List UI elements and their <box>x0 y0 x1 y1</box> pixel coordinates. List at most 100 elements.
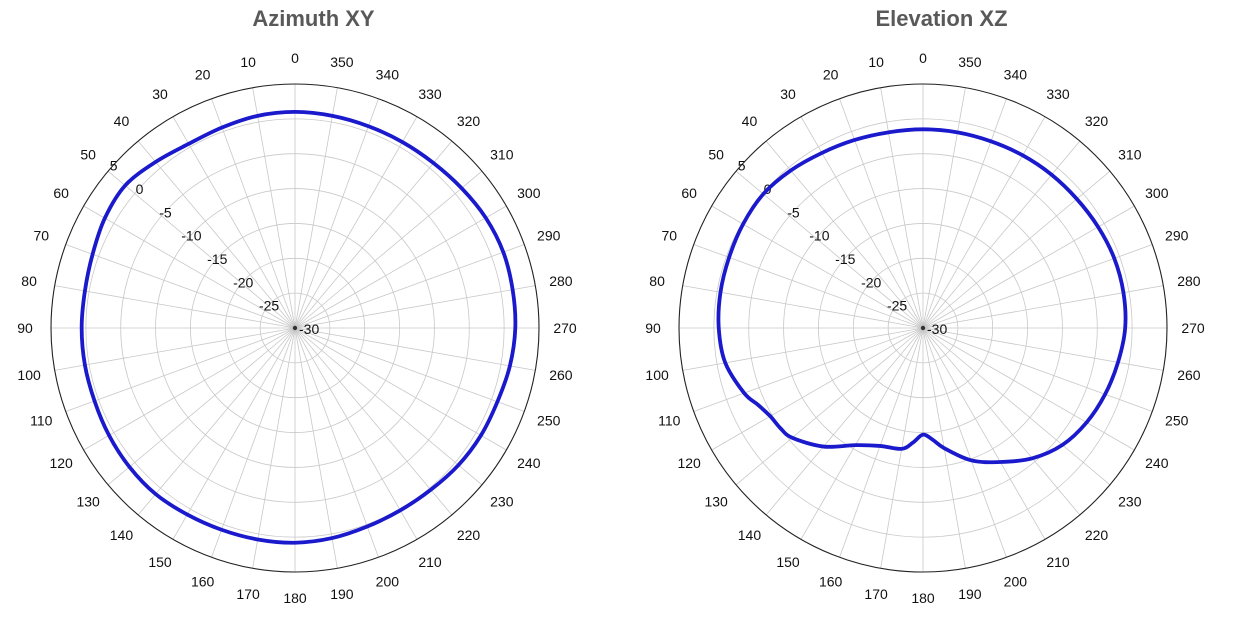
angle-tick-label: 200 <box>376 574 400 590</box>
angular-grid-spoke <box>107 327 296 486</box>
radial-tick-label: -10 <box>181 228 201 244</box>
radial-tick-label: -30 <box>927 321 947 337</box>
angle-tick-label: 10 <box>240 54 256 70</box>
angle-tick-label: 90 <box>17 320 33 336</box>
angular-grid-spoke <box>294 205 507 329</box>
angle-tick-label: 270 <box>1181 320 1205 336</box>
angle-tick-label: 280 <box>1177 273 1201 289</box>
angle-tick-label: 130 <box>704 494 728 510</box>
chart-title: Elevation XZ <box>875 6 1008 31</box>
angle-tick-label: 340 <box>376 66 400 82</box>
angle-tick-label: 130 <box>76 494 100 510</box>
angle-tick-label: 20 <box>195 66 211 82</box>
angular-grid-spoke <box>922 244 1153 329</box>
angular-grid-spoke <box>54 327 296 371</box>
angular-grid-spoke <box>65 244 296 329</box>
angle-tick-label: 210 <box>418 554 442 570</box>
angle-tick-label: 330 <box>1046 86 1070 102</box>
angular-grid-spoke <box>294 327 536 371</box>
angular-grid-spoke <box>800 327 924 540</box>
angle-tick-label: 180 <box>283 590 307 606</box>
radial-tick-label: 5 <box>110 158 118 174</box>
angle-tick-label: 150 <box>148 554 172 570</box>
angle-tick-label: 260 <box>1177 367 1201 383</box>
polar-chart-elevation: 0 10 20 30 40 50 60 70 80 90 100 110 120 130 140 150 160… <box>645 50 1205 606</box>
angular-grid-spoke <box>211 98 296 329</box>
angular-grid-spoke <box>711 205 924 329</box>
angular-grid-spoke <box>294 327 379 558</box>
angle-tick-label: 90 <box>645 320 661 336</box>
angle-tick-label: 10 <box>868 54 884 70</box>
angle-tick-label: 220 <box>1085 527 1109 543</box>
angle-tick-label: 0 <box>291 50 299 66</box>
angle-tick-label: 150 <box>776 554 800 570</box>
angular-grid-spoke <box>880 87 924 329</box>
angle-tick-label: 190 <box>330 586 354 602</box>
angular-grid-spoke <box>137 327 296 516</box>
angle-tick-label: 310 <box>1118 146 1142 162</box>
angular-grid-spoke <box>252 87 296 329</box>
radial-tick-label: -30 <box>299 321 319 337</box>
angular-grid-spoke <box>682 285 924 329</box>
angle-tick-label: 310 <box>490 146 514 162</box>
angle-tick-label: 140 <box>738 527 762 543</box>
angular-grid-spoke <box>765 327 924 516</box>
angle-tick-label: 340 <box>1004 66 1028 82</box>
angle-tick-label: 80 <box>21 273 37 289</box>
angular-grid-spoke <box>922 327 1153 412</box>
angle-tick-label: 60 <box>53 185 69 201</box>
outer-circle <box>678 83 1168 573</box>
angular-grid-spoke <box>922 87 966 329</box>
angular-grid-spoke <box>172 327 296 540</box>
radial-tick-label: -5 <box>787 204 800 220</box>
radial-tick-label: -20 <box>233 274 253 290</box>
angular-grid-spoke <box>294 327 453 516</box>
angle-tick-label: 70 <box>33 228 49 244</box>
angle-tick-label: 260 <box>549 367 573 383</box>
radial-tick-label: -10 <box>809 228 829 244</box>
angular-grid-spoke <box>922 98 1007 329</box>
angle-tick-label: 60 <box>681 185 697 201</box>
angle-tick-label: 250 <box>537 412 561 428</box>
radial-tick-label: -20 <box>861 274 881 290</box>
polar-chart-azimuth: 0102030405060708090100110120130140150160… <box>17 50 577 606</box>
angular-grid-spoke <box>711 327 924 451</box>
angle-tick-label: 290 <box>1165 228 1189 244</box>
angular-grid-spoke <box>65 327 296 412</box>
angle-tick-label: 190 <box>958 586 982 602</box>
angle-tick-label: 100 <box>17 367 41 383</box>
radial-tick-label: 5 <box>738 158 746 174</box>
angle-tick-label: 200 <box>1004 574 1028 590</box>
angular-grid-spoke <box>137 140 296 329</box>
angular-grid-spoke <box>211 327 296 558</box>
angular-grid-spoke <box>54 285 296 329</box>
angle-tick-label: 210 <box>1046 554 1070 570</box>
angle-tick-label: 120 <box>677 455 701 471</box>
angle-tick-label: 80 <box>649 273 665 289</box>
angle-tick-label: 220 <box>457 527 481 543</box>
angle-tick-label: 240 <box>1145 455 1169 471</box>
angle-tick-label: 350 <box>958 54 982 70</box>
angular-grid-spoke <box>294 285 536 329</box>
gain-series-line <box>79 109 518 545</box>
angular-grid-spoke <box>922 327 1046 540</box>
angle-tick-label: 180 <box>911 590 935 606</box>
angle-tick-label: 290 <box>537 228 561 244</box>
angular-grid-spoke <box>294 327 338 569</box>
angle-tick-label: 30 <box>152 86 168 102</box>
angle-tick-label: 30 <box>780 86 796 102</box>
elevation-xz-plot: Elevation XZ 0 10 20 30 40 50 60 70 80 90 100 110 12… <box>628 0 1255 617</box>
angle-tick-label: 270 <box>553 320 577 336</box>
angle-tick-label: 160 <box>191 574 215 590</box>
angle-tick-label: 320 <box>1085 113 1109 129</box>
angle-tick-label: 280 <box>549 273 573 289</box>
angular-grid-spoke <box>294 98 379 329</box>
angular-grid-spoke <box>922 327 1081 516</box>
angle-tick-label: 300 <box>1145 185 1169 201</box>
angular-grid-spoke <box>693 244 924 329</box>
angular-grid-spoke <box>252 327 296 569</box>
angle-tick-label: 230 <box>490 494 514 510</box>
angular-grid-spoke <box>735 327 924 486</box>
angle-tick-label: 230 <box>1118 494 1142 510</box>
chart-title: Azimuth XY <box>252 6 375 31</box>
